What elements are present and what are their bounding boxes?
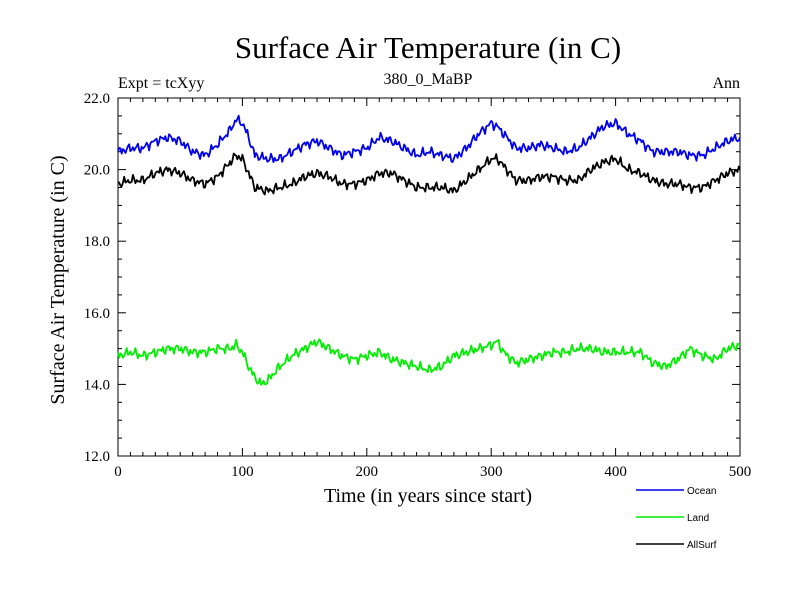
- legend: Ocean Land AllSurf: [636, 486, 717, 551]
- y-axis-label: Surface Air Temperature (in C): [47, 155, 69, 404]
- x-tick-label: 300: [480, 464, 503, 480]
- y-tick-label: 12.0: [84, 449, 110, 465]
- x-tick-label: 0: [114, 464, 122, 480]
- y-tick-label: 20.0: [84, 163, 110, 179]
- x-tick-label: 500: [729, 464, 752, 480]
- series-line-allsurf: [117, 152, 741, 196]
- series-line-ocean: [117, 114, 741, 164]
- x-tick-label: 200: [356, 464, 379, 480]
- y-tick-label: 18.0: [84, 234, 110, 250]
- legend-label-land: Land: [687, 513, 709, 524]
- y-tick-label: 14.0: [84, 377, 110, 393]
- x-tick-label: 100: [231, 464, 254, 480]
- chart-title: Surface Air Temperature (in C): [235, 30, 621, 65]
- plot-area: 0 100 200 300 400 500 12.0 14.0 16.0 18.0 20.0 22.0: [84, 91, 752, 480]
- experiment-label: Expt = tcXyy: [118, 75, 204, 92]
- y-tick-label: 16.0: [84, 306, 110, 322]
- x-tick-label: 400: [604, 464, 627, 480]
- chart-subtitle: 380_0_MaBP: [384, 71, 473, 88]
- x-axis-label: Time (in years since start): [324, 485, 532, 507]
- legend-label-allsurf: AllSurf: [687, 540, 717, 551]
- series-line-land: [117, 338, 741, 386]
- period-label: Ann: [712, 75, 740, 92]
- y-tick-label: 22.0: [84, 91, 110, 107]
- legend-label-ocean: Ocean: [687, 486, 716, 497]
